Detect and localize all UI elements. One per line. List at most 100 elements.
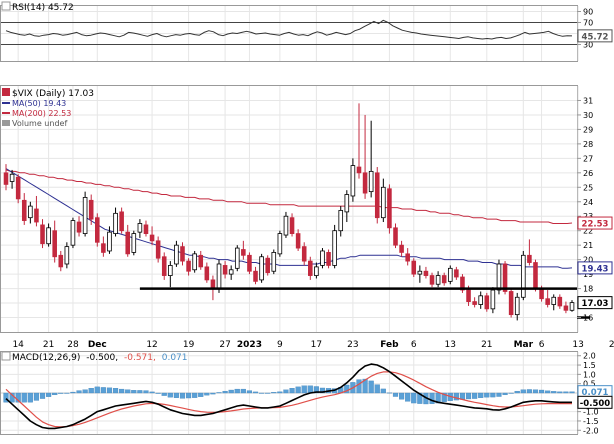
price-value-label: 19.43 — [582, 264, 609, 274]
x-tick-label: 21 — [43, 340, 54, 350]
ma200-legend-text: MA(200) 22.53 — [12, 109, 71, 118]
macd-histogram-bar — [356, 379, 362, 394]
candle-up — [216, 263, 222, 289]
candle-down — [411, 260, 417, 275]
macd-legend-histogram: 0.071 — [162, 353, 188, 363]
candle-down — [186, 260, 191, 272]
candle-up — [314, 266, 319, 276]
x-tick-label: 6 — [411, 340, 417, 350]
candle-up — [514, 296, 520, 316]
x-tick-label: Mar — [514, 340, 534, 350]
x-tick-label: 27 — [219, 340, 230, 350]
macd-histogram-bar — [259, 392, 265, 394]
macd-histogram-bar — [3, 392, 9, 403]
macd-y-tick-label: 0.5 — [583, 380, 596, 389]
macd-histogram-bar — [368, 380, 374, 394]
candle-up — [521, 254, 526, 298]
macd-histogram-bar — [307, 385, 313, 394]
price-y-tick-label: 28 — [583, 140, 593, 149]
macd-y-tick-label: 1.5 — [583, 361, 596, 370]
rsi-legend-text: RSI(14) 45.72 — [12, 3, 74, 13]
candle-down — [143, 224, 149, 235]
price-y-tick-label: 19 — [583, 270, 593, 279]
macd-histogram-bar — [563, 391, 569, 394]
macd-histogram-bar — [149, 391, 155, 394]
price-y-tick-label: 21 — [583, 241, 593, 250]
macd-histogram-bar — [112, 388, 119, 394]
rsi-legend: RSI(14) 45.72 — [1, 1, 74, 13]
candle-up — [277, 233, 283, 255]
candle-down — [399, 244, 404, 253]
candle-down — [472, 301, 477, 305]
macd-value-tag — [577, 395, 613, 409]
candle-down — [508, 291, 514, 316]
candle-down — [161, 256, 167, 276]
candle-up — [137, 223, 143, 233]
candle-up — [496, 263, 502, 291]
macd-histogram-bar — [204, 392, 210, 396]
x-tick-label: 19 — [183, 340, 195, 350]
candle-down — [125, 231, 131, 255]
price-y-tick-label: 30 — [583, 111, 593, 120]
candle-up — [350, 165, 356, 197]
price-y-tick-label: 16 — [583, 314, 593, 323]
candle-down — [533, 262, 538, 289]
candle-down — [362, 172, 368, 194]
macd-histogram-bar — [64, 392, 70, 394]
macd-histogram-bar — [246, 390, 253, 394]
macd-histogram-bar — [301, 385, 307, 394]
macd-histogram-bar — [21, 392, 27, 403]
candle-down — [15, 176, 21, 200]
macd-histogram-bar — [198, 392, 204, 397]
candle-down — [52, 230, 57, 258]
candle-up — [435, 275, 441, 285]
candle-up — [46, 227, 51, 245]
price-value-tag — [577, 296, 613, 310]
candle-up — [234, 247, 240, 269]
candle-down — [76, 221, 82, 233]
candle-down — [387, 188, 392, 229]
macd-histogram-bar — [490, 392, 496, 398]
macd-histogram-bar — [161, 392, 167, 396]
macd-histogram-bar — [411, 392, 417, 404]
candle-up — [131, 233, 137, 253]
macd-histogram-bar — [58, 392, 64, 394]
macd-y-tick-label: 1.0 — [583, 370, 596, 379]
candle-down — [502, 263, 508, 292]
volume-legend-icon — [2, 120, 10, 126]
price-value-tag — [577, 216, 613, 230]
x-tick-label: Feb — [380, 340, 399, 350]
ma50-line — [5, 168, 573, 269]
macd-histogram-bar — [216, 392, 222, 394]
candle-up — [368, 170, 374, 193]
candle-down — [308, 260, 313, 276]
candle-down — [289, 217, 295, 235]
x-tick-label: 13 — [445, 340, 456, 350]
macd-histogram-bar — [380, 388, 386, 394]
macd-histogram-bar — [252, 391, 259, 394]
macd-histogram-bar — [484, 392, 490, 398]
macd-value-label: -0.500 — [580, 399, 610, 409]
macd-histogram-bar — [472, 392, 478, 399]
macd-signal-line — [5, 371, 572, 428]
macd-y-tick-label: 2.0 — [583, 352, 596, 361]
macd-histogram-bar — [441, 392, 447, 402]
macd-histogram-bar — [502, 392, 508, 396]
ma200-line — [5, 169, 573, 224]
x-tick-label: 6 — [539, 340, 545, 350]
x-tick-label: 12 — [146, 340, 157, 350]
price-y-tick-label: 24 — [583, 198, 593, 207]
macd-histogram-bar — [453, 392, 459, 401]
macd-histogram-bar — [538, 389, 545, 394]
price-value-label: 17.03 — [582, 299, 609, 309]
x-tick-label: 14 — [12, 340, 24, 350]
x-tick-label: 2023 — [237, 340, 262, 350]
x-tick-label: 13 — [572, 340, 583, 350]
macd-histogram-bar — [319, 387, 326, 394]
macd-histogram-bar — [465, 392, 472, 400]
price-y-tick-label: 31 — [583, 96, 593, 105]
candle-down — [180, 246, 185, 262]
macd-value-label: 0.071 — [582, 388, 609, 398]
macd-histogram-bar — [496, 392, 502, 397]
